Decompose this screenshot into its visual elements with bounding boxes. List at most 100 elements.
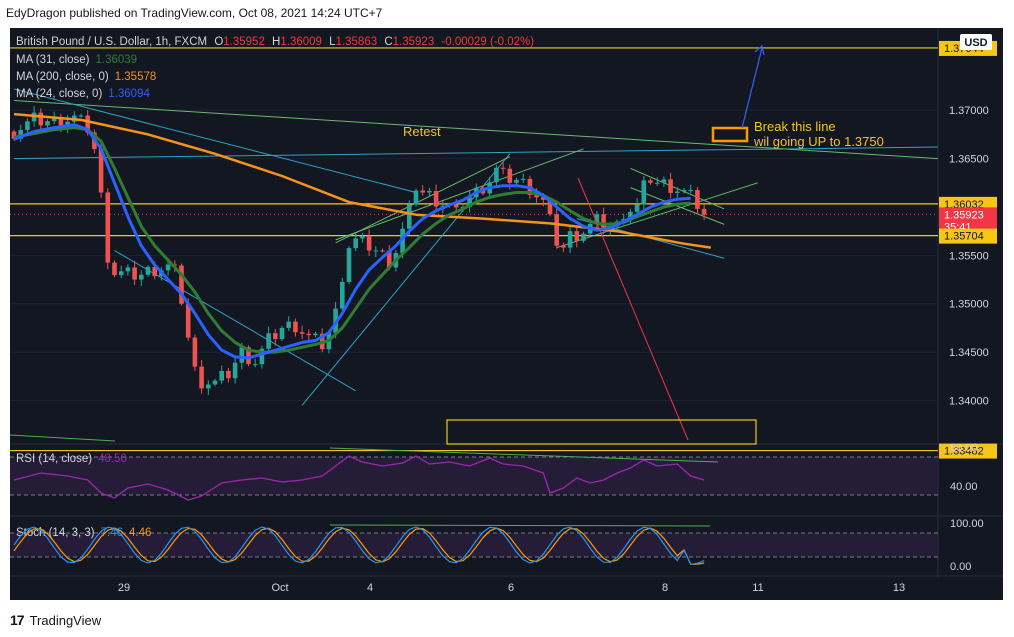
candle: [219, 365, 224, 384]
candle: [25, 118, 30, 135]
candle-body: [212, 380, 218, 385]
candle-body: [701, 208, 707, 215]
candle-body: [400, 228, 405, 253]
candle-body: [165, 264, 171, 271]
candle-body: [634, 204, 640, 212]
candle-body: [373, 250, 379, 252]
down-projection-line[interactable]: [577, 177, 689, 441]
stoch-tick-0: 0.00: [950, 561, 971, 573]
candle-body: [185, 303, 191, 338]
candle: [105, 188, 111, 270]
candle-body: [78, 115, 84, 117]
rsi-value: 48.50: [98, 453, 127, 465]
candle-body: [641, 180, 647, 205]
candle-body: [681, 190, 687, 192]
rsi-tick-40: 40.00: [950, 481, 978, 493]
price-tick: 1.35500: [949, 250, 989, 262]
candle-body: [11, 131, 17, 139]
candle: [360, 232, 365, 243]
candle: [299, 325, 305, 340]
symbol-legend[interactable]: British Pound / U.S. Dollar, 1h, FXCM O1…: [16, 36, 534, 100]
tradingview-logo-icon: 17: [10, 612, 25, 628]
candle-body: [279, 327, 285, 340]
candle-body: [581, 233, 586, 241]
trendline: [335, 148, 584, 241]
candle: [581, 231, 586, 243]
candle-body: [58, 117, 64, 128]
currency-label: USD: [964, 37, 987, 49]
candle: [78, 113, 84, 118]
candle: [514, 177, 519, 185]
candle: [661, 176, 667, 188]
candle: [594, 211, 600, 229]
svg-text:MA (200, close, 0)1.35578: MA (200, close, 0) 1.35578: [16, 71, 156, 83]
currency-badge[interactable]: USD: [960, 34, 992, 50]
candle-body: [206, 384, 211, 389]
time-tick: 13: [893, 582, 905, 594]
rsi-divergence-line[interactable]: [329, 447, 719, 463]
candle: [654, 177, 660, 186]
chart-canvas[interactable]: Retest Break this line wil going UP to 1…: [9, 28, 1003, 600]
candle: [701, 202, 707, 221]
trendline: [13, 100, 939, 160]
candle: [420, 185, 425, 196]
candle: [413, 188, 419, 207]
time-axis[interactable]: 29 Oct 4 6 8 11 13: [118, 582, 905, 594]
trendline: [13, 88, 417, 193]
candle: [192, 334, 198, 371]
candle-body: [139, 274, 144, 280]
candle-body: [514, 179, 519, 183]
svg-text:MA (31, close)1.36039: MA (31, close) 1.36039: [16, 54, 137, 66]
candle-body: [273, 333, 278, 340]
stoch-trend-line[interactable]: [329, 524, 711, 527]
chart-svg[interactable]: Retest Break this line wil going UP to 1…: [9, 28, 1003, 600]
candle-body: [259, 348, 265, 365]
stoch-k-line: [13, 526, 705, 565]
candle: [38, 108, 44, 132]
price-tick: 1.35000: [949, 299, 989, 311]
candle: [641, 176, 647, 212]
symbol-name: British Pound / U.S. Dollar, 1h, FXCM: [16, 36, 207, 48]
rsi-pane[interactable]: RSI (14, close) 48.50 80.00 40.00: [9, 434, 978, 501]
break-line-label: Break this line: [754, 119, 836, 134]
candle: [313, 331, 318, 338]
stoch-pane[interactable]: Stoch (14, 3, 3) 7.46 4.46 100.00 0.00: [10, 518, 984, 573]
price-badge-bg: [939, 228, 997, 244]
candle: [366, 229, 372, 256]
stoch-d-line: [13, 527, 705, 565]
candle-body: [661, 179, 667, 183]
candle: [179, 263, 184, 306]
candle-body: [219, 370, 224, 381]
candle: [494, 164, 499, 187]
projection-arrowhead: [754, 44, 765, 56]
candle: [259, 345, 265, 369]
stoch-tick-100: 100.00: [950, 518, 984, 530]
projection-arrow[interactable]: [741, 47, 763, 129]
target-zone-box[interactable]: [446, 419, 757, 445]
horizontal-levels[interactable]: [10, 47, 938, 452]
candle: [118, 265, 124, 279]
candle-body: [313, 333, 318, 336]
price-badge-text: 1.35704: [944, 231, 984, 243]
candle-body: [192, 337, 198, 367]
candle: [112, 260, 117, 278]
candle-body: [366, 236, 372, 251]
candle: [380, 248, 385, 253]
candle-body: [554, 214, 559, 246]
candle: [433, 184, 439, 212]
candle: [648, 178, 653, 185]
rsi-trend-line-left[interactable]: [9, 434, 116, 442]
candle-body: [38, 112, 44, 126]
candle-body: [413, 190, 419, 205]
open-value: 1.35952: [223, 36, 265, 48]
candle-body: [648, 180, 653, 183]
breakout-box[interactable]: [711, 126, 749, 143]
price-badge-bg: [939, 443, 997, 459]
moving-averages: [13, 112, 711, 360]
candle: [125, 264, 131, 276]
candle-body: [266, 333, 271, 349]
candle: [554, 208, 559, 249]
candle: [293, 318, 298, 337]
candle-body: [45, 121, 50, 126]
candle: [139, 270, 144, 287]
